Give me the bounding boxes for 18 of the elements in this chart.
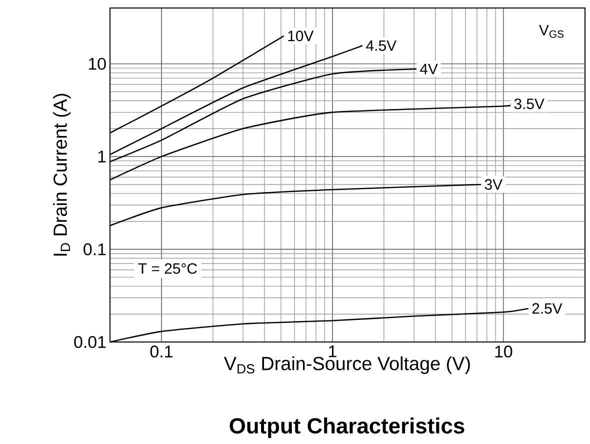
- y-tick-label: 0.1: [84, 243, 106, 256]
- y-tick-label: 1: [98, 150, 106, 162]
- text: Output Characteristics: [230, 418, 464, 438]
- annotation: T = 25°C: [138, 263, 197, 274]
- y-tick-label: 0.01: [74, 336, 106, 348]
- x-tick-label: 10: [495, 346, 512, 358]
- series-label: 2.5V: [532, 303, 562, 314]
- series-label: 3V: [484, 179, 502, 190]
- series-label: 3.5V: [514, 98, 544, 110]
- x-tick-label: 1: [329, 346, 336, 358]
- series-label: 10V: [288, 30, 314, 42]
- x-tick-label: 0.1: [150, 346, 172, 358]
- y-axis-title: I$_{D}$ Drain Current (A): [53, 94, 71, 256]
- annotation: V$_{GS}$: [539, 25, 564, 38]
- x-axis-title: V$_{DS}$ Drain-Source Voltage (V): [224, 356, 470, 374]
- series-label: 4.5V: [366, 40, 396, 51]
- y-tick-label: 10: [88, 58, 106, 70]
- series-label: 4V: [420, 64, 438, 74]
